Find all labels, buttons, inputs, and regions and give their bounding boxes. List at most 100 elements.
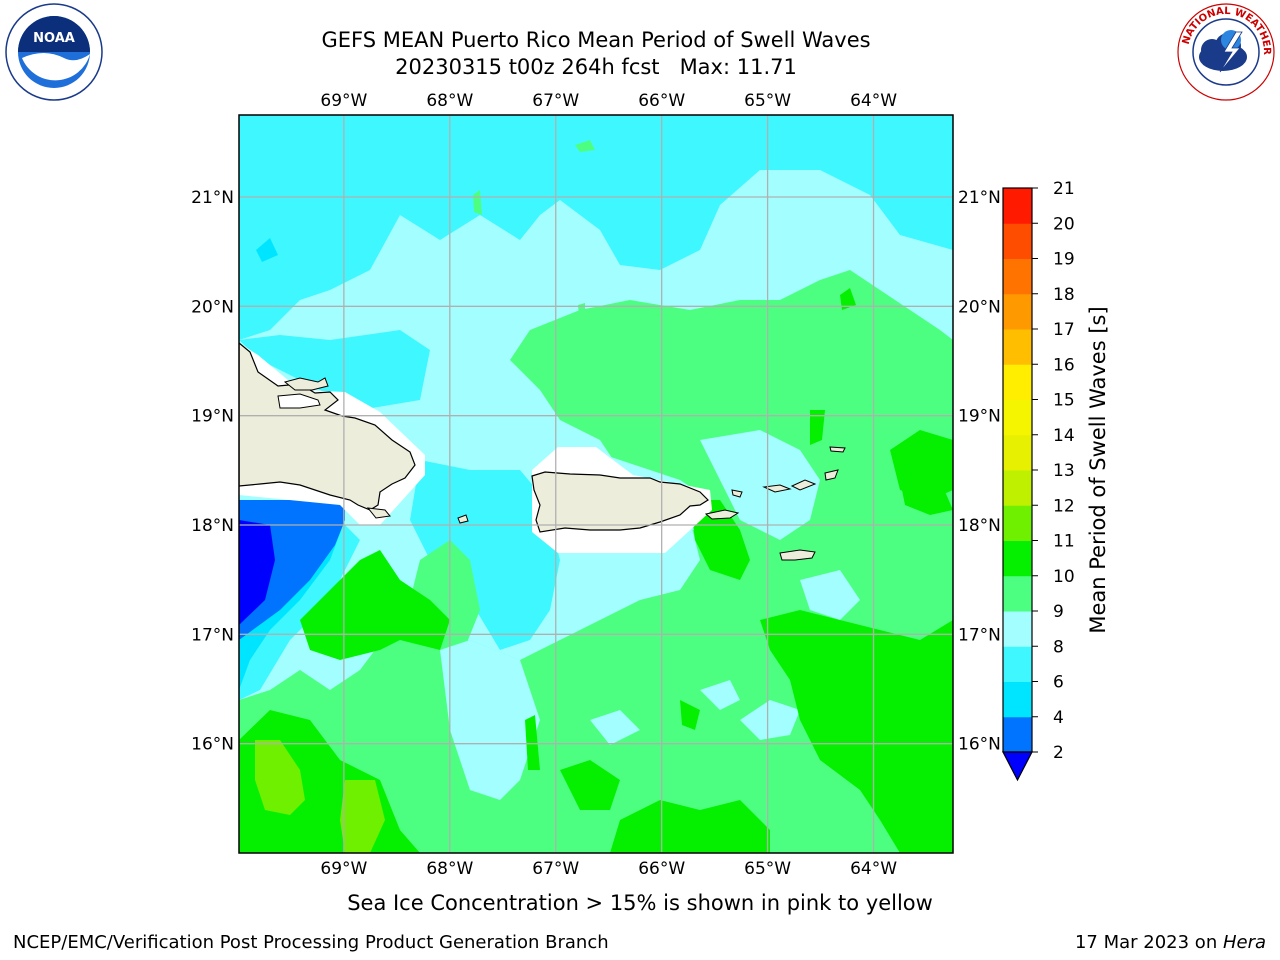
map-frame bbox=[238, 114, 954, 854]
colorbar-tick-label: 19 bbox=[1053, 250, 1075, 270]
field-10-11-f bbox=[610, 800, 770, 853]
colorbar-tick-label: 9 bbox=[1053, 602, 1064, 622]
map-title: GEFS MEAN Puerto Rico Mean Period of Swe… bbox=[321, 28, 871, 52]
lat-label-right: 16°N bbox=[958, 735, 1001, 755]
colorbar-tick-label: 4 bbox=[1053, 708, 1064, 728]
colorbar-bin bbox=[1003, 329, 1032, 365]
field-11-12-b bbox=[340, 780, 385, 853]
lat-label-left: 17°N bbox=[191, 625, 234, 645]
field-10-11-j bbox=[840, 288, 856, 310]
field-10-11-l bbox=[525, 715, 540, 770]
colorbar-tick-label: 21 bbox=[1053, 179, 1075, 199]
land-culebra bbox=[731, 489, 743, 498]
colorbar-tick-label: 15 bbox=[1053, 391, 1075, 411]
colorbar-bin bbox=[1003, 540, 1032, 577]
field-9-10-speck1 bbox=[575, 140, 595, 152]
colorbar-tick-label: 6 bbox=[1053, 673, 1064, 693]
lon-label-bottom: 65°W bbox=[744, 859, 791, 879]
colorbar: 2 4 6 8 9 10 11 12 13 14 15 16 17 18 19 20 21 Mean Period… bbox=[1002, 179, 1110, 782]
lon-label-bottom: 67°W bbox=[532, 859, 579, 879]
land-tortola bbox=[790, 479, 817, 491]
field-10-11-c bbox=[690, 500, 750, 580]
colorbar-label: Mean Period of Swell Waves [s] bbox=[1086, 306, 1110, 633]
lon-label-bottom: 68°W bbox=[426, 859, 473, 879]
colorbar-bin bbox=[1003, 188, 1032, 224]
field-8-9-pocket-vi bbox=[700, 430, 820, 540]
footer-host: Hera bbox=[1222, 932, 1266, 953]
land-virgin-gorda bbox=[824, 469, 839, 481]
field-10-11-m bbox=[910, 760, 940, 820]
lat-label-left: 19°N bbox=[191, 407, 234, 427]
field-10-11-d bbox=[760, 610, 953, 853]
land-saona bbox=[366, 507, 391, 519]
lat-label-right: 21°N bbox=[958, 188, 1001, 208]
colorbar-bin bbox=[1003, 716, 1032, 753]
colorbar-bin bbox=[1003, 364, 1032, 400]
colorbar-extend-arrow bbox=[1002, 751, 1033, 782]
field-9-10-speck3 bbox=[578, 303, 585, 325]
lat-label-right: 19°N bbox=[958, 407, 1001, 427]
colorbar-bin bbox=[1003, 223, 1032, 259]
field-8-9-pocket-south bbox=[440, 640, 540, 800]
field-10-11-k bbox=[680, 700, 700, 730]
footer-credit: NCEP/EMC/Verification Post Processing Pr… bbox=[13, 932, 609, 953]
colorbar-bin bbox=[1003, 646, 1032, 682]
noaa-logo-text: NOAA bbox=[33, 31, 75, 46]
colorbar-tick-label: 17 bbox=[1053, 320, 1075, 340]
field-10-11-i bbox=[810, 410, 825, 445]
lat-label-left: 21°N bbox=[191, 188, 234, 208]
colorbar-tick-label: 14 bbox=[1053, 426, 1075, 446]
footer-date-text: 17 Mar 2023 on bbox=[1074, 932, 1223, 953]
footer-date: 17 Mar 2023 on Hera bbox=[1075, 932, 1266, 953]
field-10-11-h bbox=[900, 480, 953, 515]
colorbar-bin bbox=[1003, 505, 1032, 541]
field-8-9-pocket-c2 bbox=[590, 710, 640, 745]
field-8-9-pocket-c bbox=[700, 680, 740, 710]
lon-label-bottom: 66°W bbox=[638, 859, 685, 879]
lat-label-right: 17°N bbox=[958, 625, 1001, 645]
colorbar-bin bbox=[1003, 681, 1032, 718]
colorbar-bin bbox=[1003, 434, 1032, 471]
noaa-logo: NOAA bbox=[5, 3, 103, 101]
lat-label-left: 18°N bbox=[191, 516, 234, 536]
map-plot-area bbox=[239, 115, 953, 853]
lat-label-right: 18°N bbox=[958, 516, 1001, 536]
lat-label-left: 16°N bbox=[191, 735, 234, 755]
land-hispaniola-bay bbox=[277, 393, 321, 409]
field-4-6-speck bbox=[256, 238, 278, 262]
colorbar-bin bbox=[1003, 258, 1032, 295]
graticule bbox=[239, 115, 953, 853]
map-subtitle: 20230315 t00z 264h fcst Max: 11.71 bbox=[395, 55, 797, 79]
sea-ice-note: Sea Ice Concentration > 15% is shown in … bbox=[347, 891, 933, 915]
lon-label-top: 66°W bbox=[638, 91, 685, 111]
field-11-12-a bbox=[255, 740, 305, 815]
lon-label-top: 65°W bbox=[744, 91, 791, 111]
field-6-8-mona bbox=[410, 460, 560, 650]
lon-label-top: 68°W bbox=[426, 91, 473, 111]
colorbar-tick-label: 18 bbox=[1053, 285, 1075, 305]
land-vieques bbox=[704, 509, 740, 520]
field-6-8-west bbox=[239, 330, 430, 410]
field-9-10-speck2 bbox=[473, 190, 482, 215]
tick-labels: 69°W 69°W 68°W 68°W 67°W 67°W 66°W 66°W 65°W 65°W… bbox=[191, 91, 1001, 879]
colorbar-tick-label: 12 bbox=[1053, 496, 1075, 516]
colorbar-tick-label: 13 bbox=[1053, 461, 1075, 481]
lat-label-left: 20°N bbox=[191, 297, 234, 317]
colorbar-tick-label: 11 bbox=[1053, 532, 1075, 552]
land-anegada bbox=[829, 446, 846, 453]
nws-logo: NATIONAL WEATHER SERVICE bbox=[1176, 2, 1275, 101]
colorbar-bin bbox=[1003, 575, 1032, 612]
lat-label-right: 20°N bbox=[958, 297, 1001, 317]
lon-label-top: 69°W bbox=[320, 91, 367, 111]
lon-label-bottom: 64°W bbox=[850, 859, 897, 879]
lon-label-top: 64°W bbox=[850, 91, 897, 111]
lon-label-top: 67°W bbox=[532, 91, 579, 111]
land-st-thomas bbox=[762, 484, 792, 493]
field-6-8-sw bbox=[239, 520, 360, 700]
field-10-11-e bbox=[560, 760, 620, 810]
land-tortuga bbox=[283, 377, 329, 391]
field-10-11-a bbox=[300, 550, 450, 660]
colorbar-tick-label: 16 bbox=[1053, 355, 1075, 375]
land-mona bbox=[457, 514, 469, 524]
colorbar-tick-label: 20 bbox=[1053, 214, 1075, 234]
